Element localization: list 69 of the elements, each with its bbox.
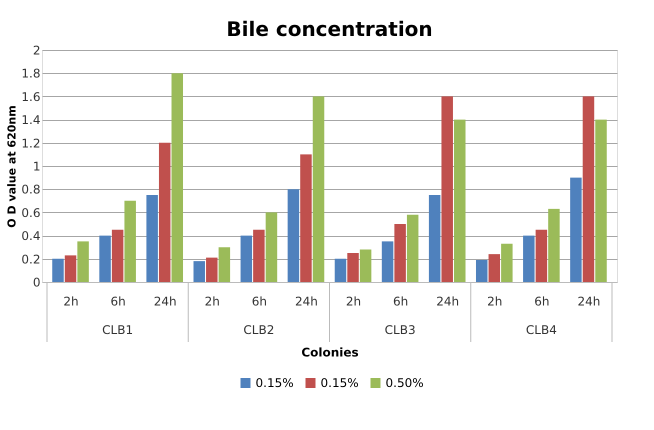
bar <box>312 96 324 282</box>
text: CLB3 <box>384 323 416 337</box>
x-axis-title: Colonies <box>301 346 359 360</box>
bar <box>570 178 582 282</box>
bar <box>382 241 394 282</box>
bar <box>193 261 205 282</box>
bar <box>253 230 265 282</box>
legend-label: 0.50% <box>386 376 424 390</box>
y-tick-label: 0.8 <box>21 182 40 197</box>
text: CLB1 <box>102 323 134 337</box>
bar <box>488 254 500 282</box>
bar <box>240 236 252 282</box>
y-tick-label: 1 <box>32 160 40 174</box>
bar <box>64 255 76 282</box>
bar <box>218 247 230 282</box>
bar <box>548 208 560 282</box>
y-tick-label: 0.2 <box>21 252 40 266</box>
bar <box>146 195 158 282</box>
x-tick-label: 24h <box>154 294 177 308</box>
bar <box>266 212 278 282</box>
bar <box>300 154 312 282</box>
bar <box>99 236 111 282</box>
bar <box>360 250 372 282</box>
bar <box>288 189 300 282</box>
bar <box>441 96 453 282</box>
bar <box>595 120 607 282</box>
text: CLB4 <box>526 323 557 337</box>
y-tick-label: 0.6 <box>21 206 40 220</box>
bar <box>172 73 184 282</box>
bar <box>454 120 466 282</box>
x-tick-label: 2h <box>346 294 362 308</box>
x-tick-label: 6h <box>393 294 408 308</box>
y-tick-label: 1.8 <box>21 66 40 81</box>
bar <box>334 258 346 282</box>
x-tick-label: 6h <box>534 294 550 308</box>
bar <box>112 230 124 282</box>
bar <box>501 244 513 282</box>
bar <box>582 96 594 282</box>
y-tick-label: 0.4 <box>21 229 40 244</box>
bar <box>52 258 64 282</box>
legend-label: 0.15% <box>256 376 294 390</box>
y-tick-label: 1.4 <box>21 113 40 128</box>
bar <box>124 200 136 282</box>
y-axis-title: O D value at 620nm <box>5 105 18 228</box>
bar <box>158 142 170 282</box>
bar <box>536 230 548 282</box>
legend-label: 0.15% <box>320 376 359 390</box>
x-tick-label: 2h <box>63 294 79 308</box>
x-tick-label: 2h <box>204 294 220 308</box>
x-tick-label: 6h <box>252 294 267 308</box>
bar <box>347 253 359 282</box>
chart-title: Bile concentration <box>226 17 433 41</box>
x-tick-label: 24h <box>295 294 318 308</box>
bar <box>394 224 406 282</box>
x-tick-label: 24h <box>578 294 600 308</box>
text: CLB2 <box>243 323 274 337</box>
bar <box>406 214 418 282</box>
x-tick-label: 6h <box>110 294 126 308</box>
bar <box>476 260 488 282</box>
bar <box>428 195 440 282</box>
bar <box>523 236 535 282</box>
bar <box>206 258 218 282</box>
x-tick-label: 24h <box>436 294 460 308</box>
y-tick-label: 1.2 <box>21 136 40 150</box>
y-tick-label: 0 <box>32 276 40 290</box>
bar <box>77 241 89 282</box>
y-tick-label: 1.6 <box>21 90 40 104</box>
x-tick-label: 2h <box>487 294 502 308</box>
y-tick-label: 2 <box>32 44 40 58</box>
